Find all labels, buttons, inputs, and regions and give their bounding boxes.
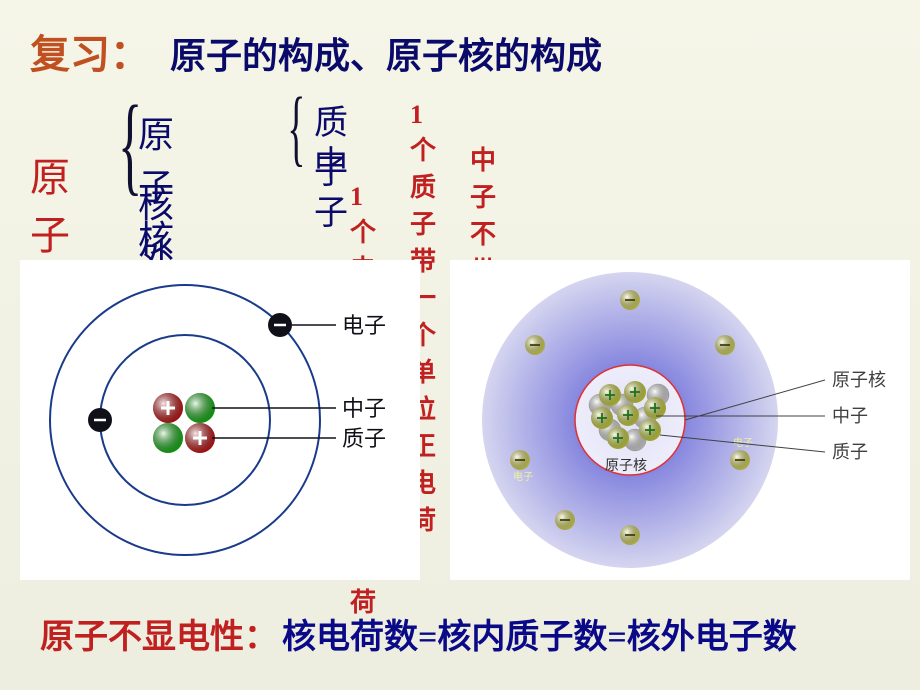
diagram-label: 原子核 [832,370,886,390]
nucleus-text: 原子核 [605,458,647,474]
diagram-label: 中子 [832,406,868,426]
neutron-label: 中子 [314,136,348,234]
brace-level2: { [287,93,305,161]
charge-equation: 核电荷数=核内质子数=核外电子数 [282,619,797,656]
diagram-label: 中子 [342,396,386,421]
atom-root-label: 原子 [30,145,70,261]
title-row: 复习： 原子的构成、原子核的构成 [30,22,602,80]
diagram-label: 电子 [342,313,386,338]
bottom-note: 原子不显电性： 核电荷数=核内质子数=核外电子数 [40,609,797,658]
review-label: 复习： [30,22,150,80]
main-title: 原子的构成、原子核的构成 [170,27,602,79]
cloud-diagram: 原子核电子电子原子核中子质子 [450,260,910,580]
diagram-label: 质子 [342,426,386,451]
diagram-label: 质子 [832,442,868,462]
shade [185,393,215,423]
orbital-diagram: 电子中子质子 [20,260,420,580]
shade [153,423,183,453]
electron-char: 电子 [513,470,533,483]
neutral-prefix: 原子不显电性： [40,619,278,656]
